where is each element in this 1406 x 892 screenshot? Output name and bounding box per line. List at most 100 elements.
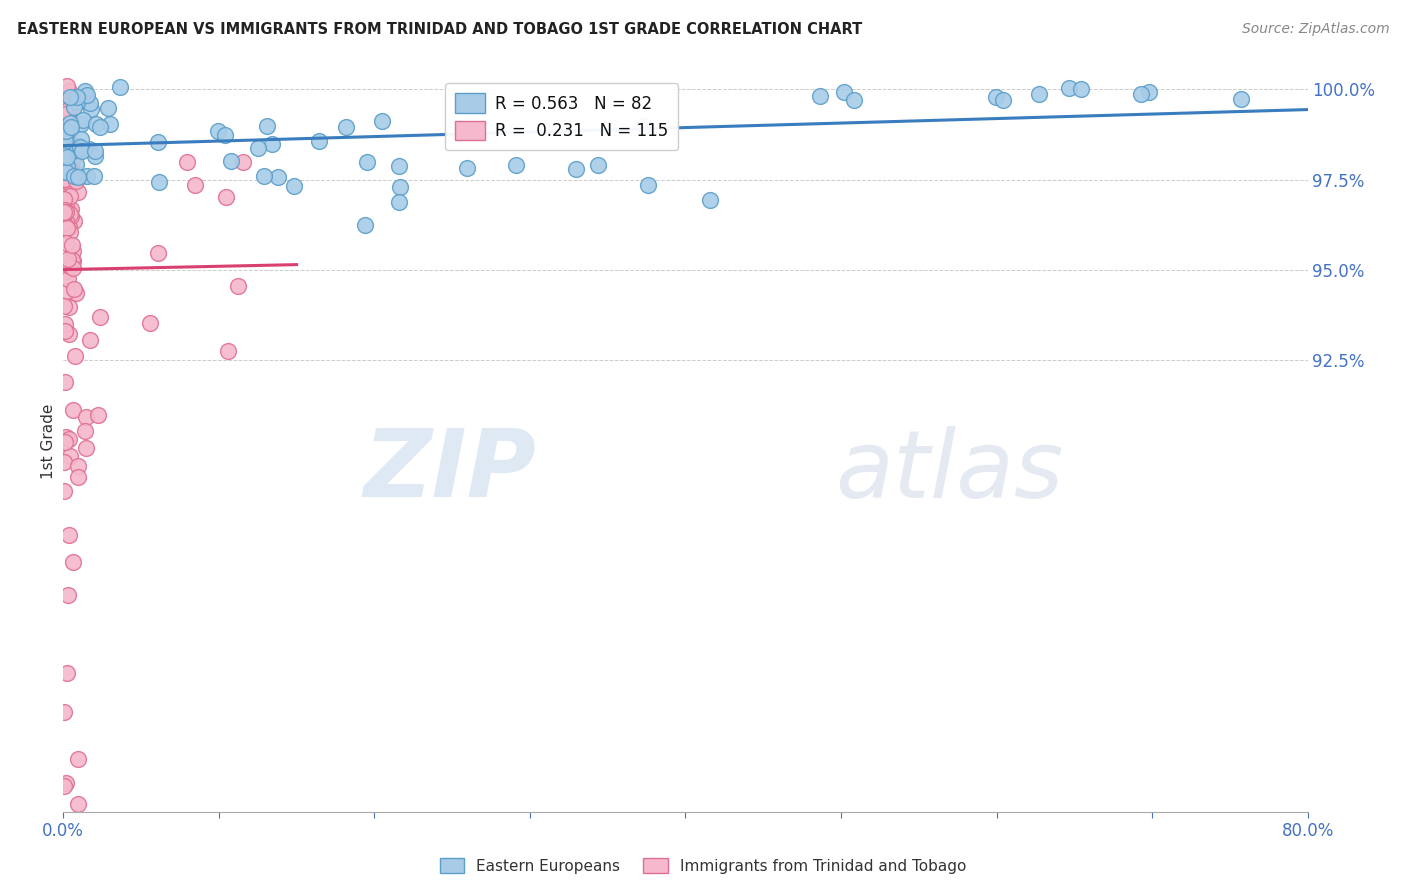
Point bbox=[58, 102, 80, 116]
Point bbox=[77, 142, 100, 156]
Point bbox=[67, 170, 90, 185]
Point bbox=[56, 187, 79, 202]
Point bbox=[58, 84, 80, 98]
Point bbox=[53, 115, 76, 129]
Point bbox=[456, 161, 478, 175]
Point bbox=[63, 214, 86, 228]
Point bbox=[73, 424, 96, 438]
Point bbox=[991, 93, 1014, 107]
Point bbox=[1070, 81, 1092, 95]
Point bbox=[53, 91, 76, 105]
Point bbox=[53, 169, 76, 183]
Point bbox=[69, 140, 91, 154]
Point bbox=[53, 205, 76, 219]
Point bbox=[52, 455, 75, 469]
Point bbox=[73, 142, 96, 156]
Point bbox=[53, 203, 76, 218]
Point bbox=[808, 89, 831, 103]
Point bbox=[217, 343, 239, 358]
Y-axis label: 1st Grade: 1st Grade bbox=[41, 404, 56, 479]
Point bbox=[58, 211, 80, 225]
Point bbox=[66, 459, 89, 474]
Point bbox=[52, 705, 75, 719]
Point bbox=[55, 214, 77, 228]
Point bbox=[89, 120, 111, 135]
Point bbox=[55, 264, 77, 278]
Point bbox=[505, 158, 527, 172]
Point bbox=[56, 79, 79, 94]
Point bbox=[60, 144, 83, 158]
Point bbox=[70, 89, 93, 103]
Point bbox=[65, 286, 87, 301]
Point bbox=[58, 433, 80, 447]
Point bbox=[80, 102, 103, 116]
Point bbox=[55, 165, 77, 179]
Point bbox=[59, 226, 82, 240]
Point bbox=[65, 157, 87, 171]
Point bbox=[53, 124, 76, 138]
Point bbox=[52, 119, 75, 133]
Point bbox=[67, 185, 90, 199]
Point bbox=[58, 326, 80, 341]
Point bbox=[214, 128, 236, 142]
Point bbox=[75, 409, 97, 424]
Point bbox=[53, 202, 76, 217]
Point bbox=[53, 216, 76, 230]
Point bbox=[58, 141, 80, 155]
Point bbox=[53, 192, 76, 206]
Point bbox=[52, 484, 75, 499]
Point bbox=[73, 84, 96, 98]
Point bbox=[52, 95, 75, 109]
Point bbox=[56, 96, 79, 111]
Legend: R = 0.563   N = 82, R =  0.231   N = 115: R = 0.563 N = 82, R = 0.231 N = 115 bbox=[444, 83, 678, 150]
Point bbox=[56, 112, 79, 127]
Point bbox=[52, 145, 75, 159]
Point bbox=[58, 210, 80, 224]
Point bbox=[139, 316, 162, 330]
Text: EASTERN EUROPEAN VS IMMIGRANTS FROM TRINIDAD AND TOBAGO 1ST GRADE CORRELATION CH: EASTERN EUROPEAN VS IMMIGRANTS FROM TRIN… bbox=[17, 22, 862, 37]
Point bbox=[53, 324, 76, 338]
Point bbox=[55, 375, 77, 389]
Point bbox=[354, 218, 377, 232]
Point bbox=[52, 221, 75, 235]
Point bbox=[59, 169, 82, 184]
Text: ZIP: ZIP bbox=[363, 425, 536, 517]
Point bbox=[59, 90, 82, 104]
Point bbox=[842, 93, 865, 107]
Point bbox=[56, 178, 79, 192]
Point bbox=[56, 588, 79, 602]
Point bbox=[55, 174, 77, 188]
Point bbox=[256, 119, 278, 133]
Point bbox=[65, 174, 87, 188]
Point bbox=[356, 155, 378, 169]
Point bbox=[66, 143, 89, 157]
Point bbox=[246, 141, 269, 155]
Point bbox=[53, 184, 76, 198]
Point bbox=[58, 271, 80, 285]
Point bbox=[62, 260, 84, 275]
Point bbox=[55, 159, 77, 173]
Point bbox=[260, 136, 283, 151]
Point bbox=[55, 235, 77, 250]
Point bbox=[56, 221, 79, 235]
Point bbox=[53, 134, 76, 148]
Point bbox=[52, 183, 75, 197]
Point bbox=[76, 87, 98, 102]
Text: atlas: atlas bbox=[835, 425, 1063, 516]
Legend: Eastern Europeans, Immigrants from Trinidad and Tobago: Eastern Europeans, Immigrants from Trini… bbox=[433, 852, 973, 880]
Point bbox=[56, 252, 79, 266]
Point bbox=[335, 120, 357, 134]
Point bbox=[56, 136, 79, 151]
Point bbox=[637, 178, 659, 193]
Point bbox=[52, 129, 75, 144]
Point bbox=[67, 797, 90, 811]
Point bbox=[59, 202, 82, 217]
Point bbox=[56, 95, 79, 109]
Point bbox=[55, 204, 77, 219]
Point bbox=[97, 101, 120, 115]
Point bbox=[267, 170, 290, 185]
Point bbox=[89, 310, 111, 325]
Point bbox=[58, 219, 80, 234]
Point bbox=[55, 87, 77, 101]
Point bbox=[58, 207, 80, 221]
